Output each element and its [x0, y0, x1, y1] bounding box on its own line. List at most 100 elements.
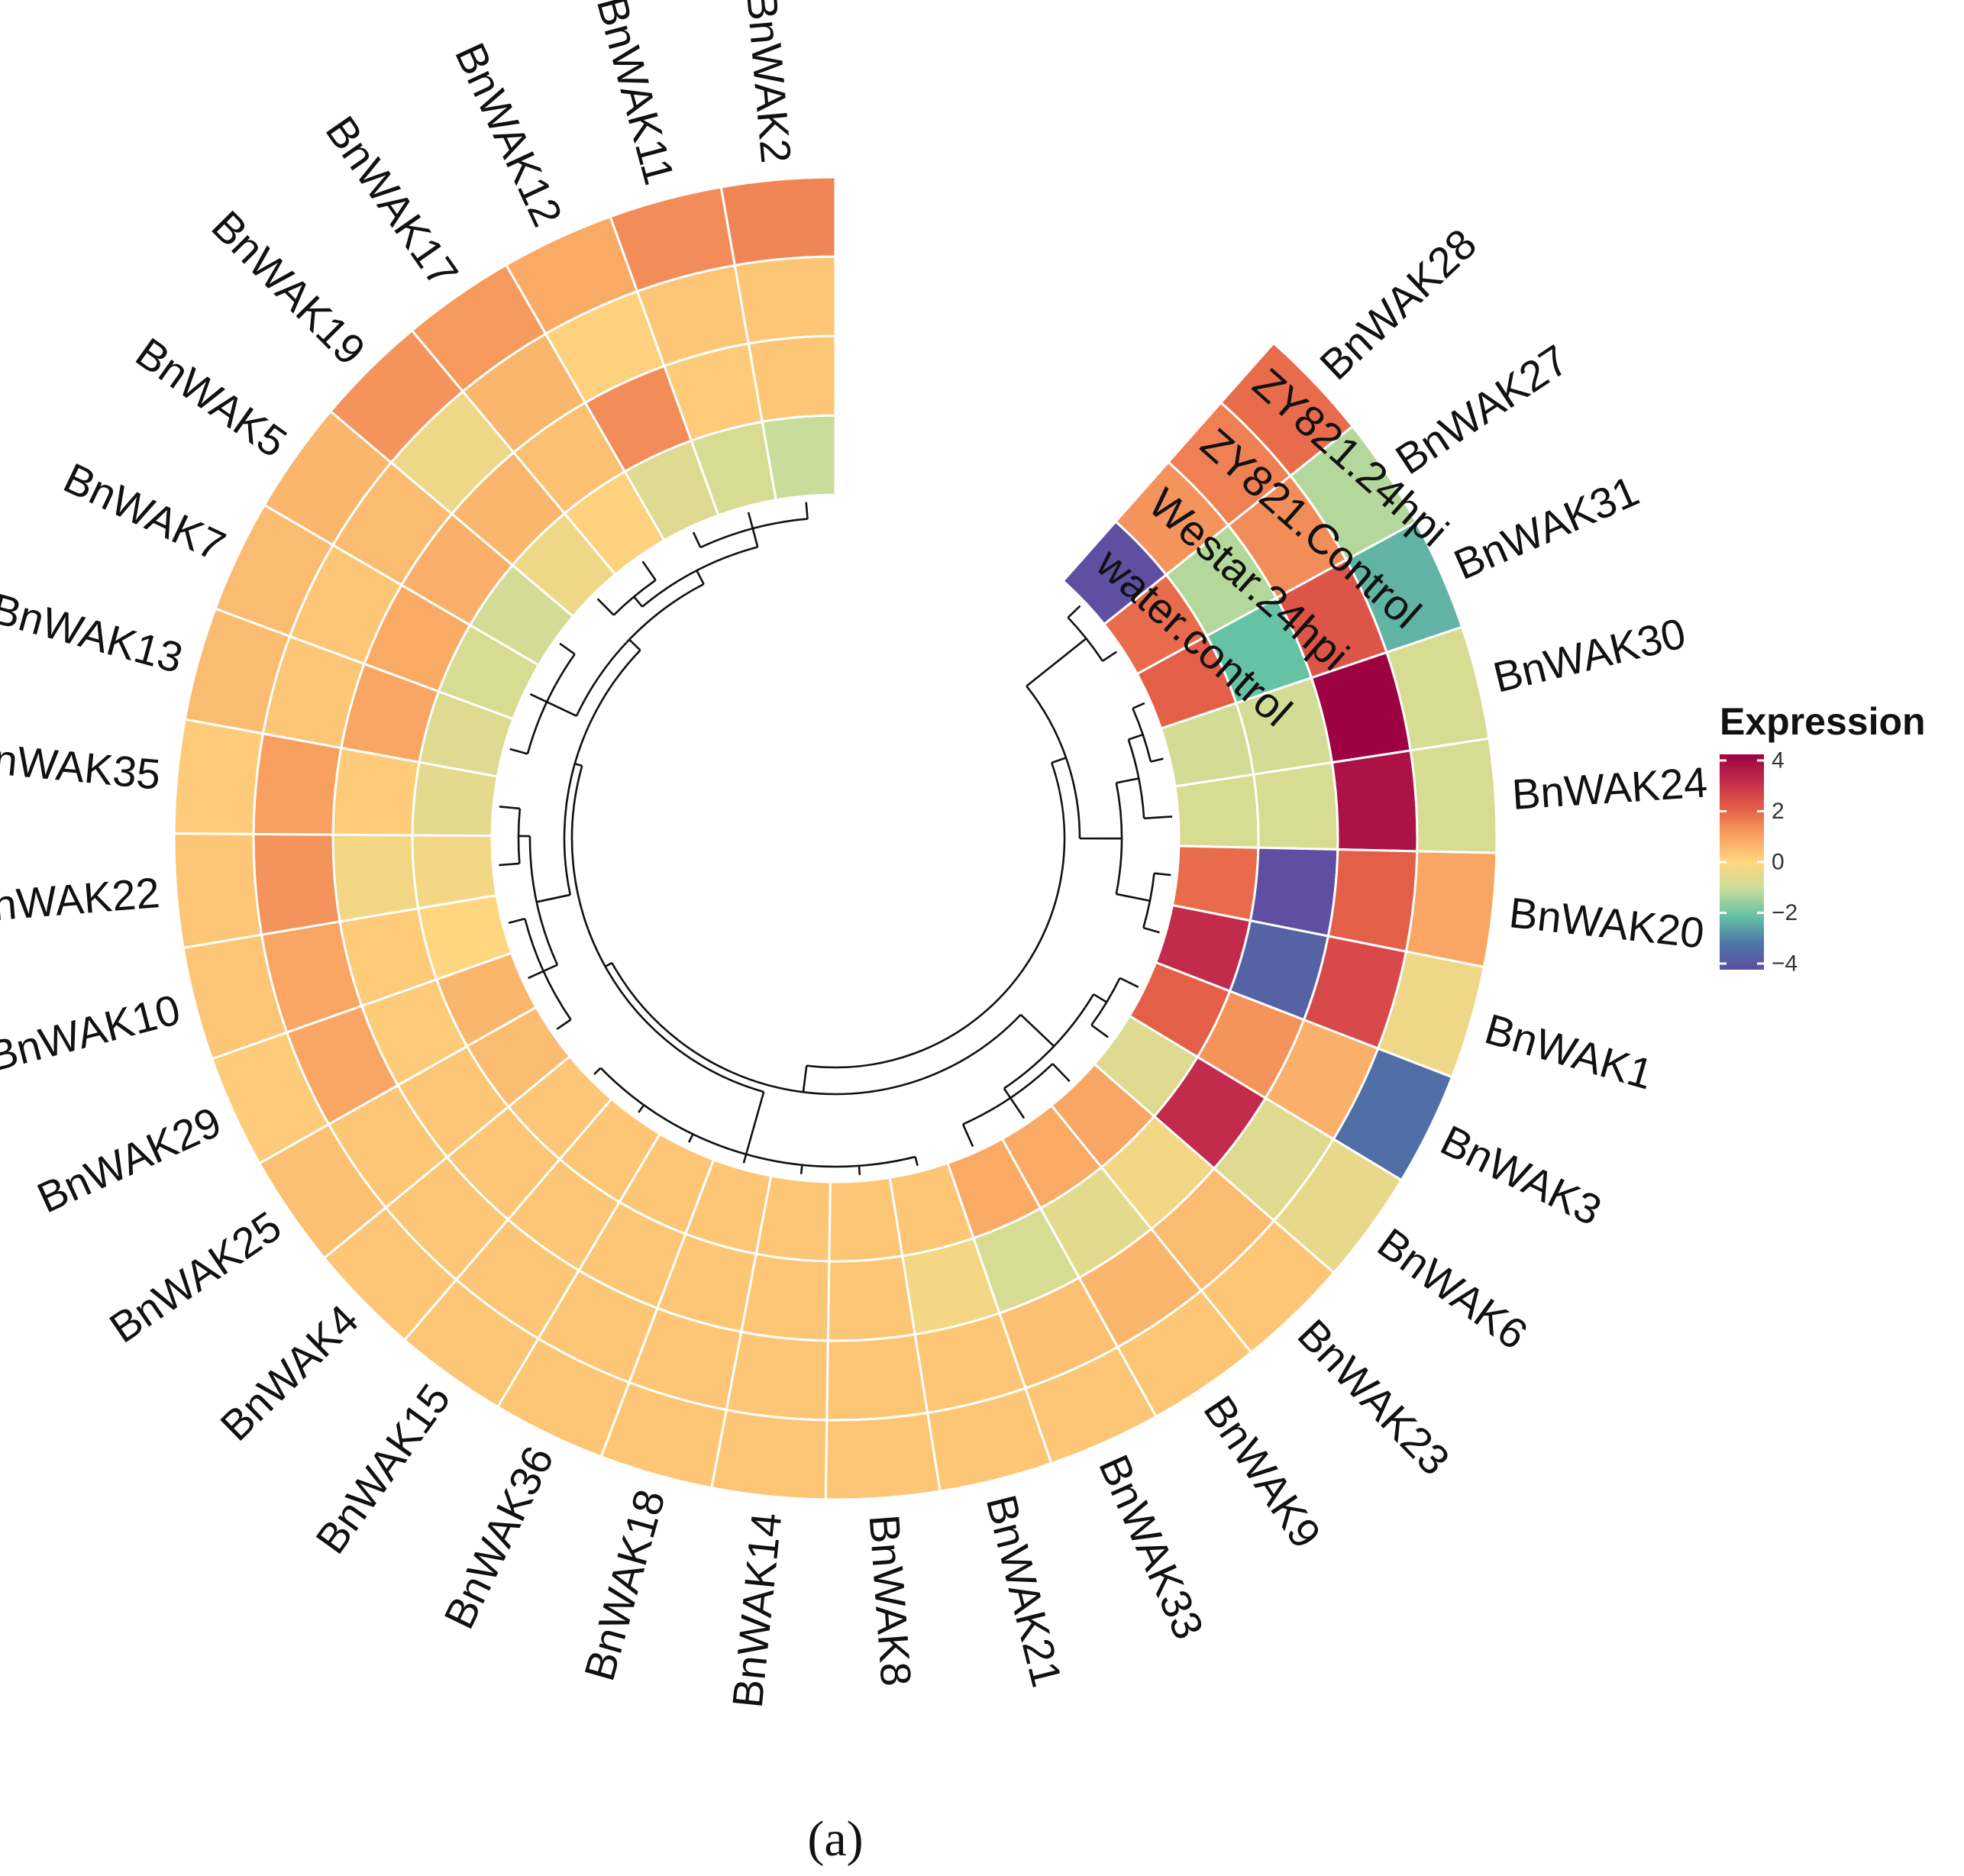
heatmap-cells [173, 176, 1498, 1501]
gene-label-BnWAK5: BnWAK5 [128, 328, 296, 467]
cell-BnWAK2-ZY821.24hpi [719, 176, 837, 267]
gene-label-BnWAK36: BnWAK36 [434, 1438, 563, 1635]
gene-label-BnWAK33: BnWAK33 [1090, 1448, 1213, 1646]
dendrogram-branch [805, 502, 809, 519]
dendrogram-branch [802, 1065, 808, 1093]
dendrogram-branch [1102, 651, 1117, 662]
gene-label-BnWAK6: BnWAK6 [1369, 1219, 1536, 1359]
legend-colorbar [1720, 754, 1764, 970]
gene-label-BnWAK7: BnWAK7 [57, 454, 232, 570]
cell-BnWAK24-Westar.24hpi [1252, 760, 1339, 851]
dendrogram-branch [559, 642, 576, 655]
dendrogram-branch [641, 560, 657, 581]
dendrogram-branch [556, 1019, 572, 1030]
dendrogram-branch [604, 961, 612, 968]
dendrogram-branch [696, 570, 705, 585]
dendrogram-branch [692, 531, 702, 548]
dendrogram-arc [611, 962, 1022, 1096]
dendrogram-branch [687, 1133, 694, 1143]
expression-legend: Expression 4 2 0 −2 −4 [1720, 700, 1926, 977]
gene-label-BnWAK13: BnWAK13 [0, 584, 188, 683]
gene-label-BnWAK18: BnWAK18 [575, 1484, 674, 1686]
gene-label-BnWAK8: BnWAK8 [861, 1513, 921, 1687]
gene-label-BnWAK9: BnWAK9 [1194, 1387, 1330, 1557]
dendrogram-branch [1128, 733, 1144, 741]
gene-label-BnWAK2: BnWAK2 [738, 0, 800, 165]
dendrogram-branch [1150, 757, 1164, 763]
cell-BnWAK35-Westar.24hpi [331, 746, 421, 837]
gene-label-BnWAK22: BnWAK22 [0, 868, 161, 932]
gene-label-BnWAK24: BnWAK24 [1510, 758, 1709, 819]
dendrogram-arc [575, 583, 705, 717]
dendrogram-arc [806, 762, 1066, 1069]
cell-BnWAK14-ZY821.Control [725, 1330, 829, 1422]
dendrogram-branch [638, 1104, 645, 1113]
dendrogram-branch [1009, 1097, 1026, 1119]
legend-tick-label: 2 [1772, 799, 1785, 824]
cell-BnWAK20-ZY821.24hpi [1404, 850, 1498, 969]
dendrogram-branch [528, 970, 544, 980]
cell-BnWAK22-Westar.24hpi [331, 833, 420, 923]
dendrogram-branch [1067, 605, 1081, 618]
dendrogram-branch [1093, 993, 1107, 1003]
gene-label-BnWAK3: BnWAK3 [1433, 1116, 1609, 1235]
dendrogram-branch [574, 763, 583, 767]
gene-label-BnWAK12: BnWAK12 [446, 36, 572, 234]
dendrogram-branch [1142, 926, 1160, 934]
cell-BnWAK24-ZY821.24hpi [1409, 737, 1498, 854]
dendrogram-branch [1116, 777, 1139, 784]
gene-label-BnWAK28: BnWAK28 [1310, 219, 1485, 389]
cell-BnWAK35-ZY821.24hpi [173, 718, 265, 835]
figure-caption: (a) [807, 1811, 863, 1867]
cell-BnWAK24-water.control [1174, 773, 1260, 849]
dendrogram-branch [745, 1091, 765, 1155]
gene-label-BnWAK4: BnWAK4 [211, 1295, 367, 1449]
gene-label-BnWAK21: BnWAK21 [977, 1490, 1071, 1692]
cell-BnWAK35-ZY821.Control [252, 732, 343, 836]
dendrogram-branch [543, 964, 558, 973]
legend-tick-label: 4 [1772, 748, 1785, 773]
dendrogram-branch [799, 1164, 803, 1174]
dendrogram-branch [1116, 893, 1151, 902]
dendrogram-branch [1026, 638, 1087, 687]
legend-tick-label: −4 [1772, 951, 1798, 977]
dendrogram-arc [570, 765, 764, 1093]
gene-label-BnWAK1: BnWAK1 [1480, 1004, 1659, 1098]
legend-title: Expression [1720, 700, 1926, 743]
dendrogram-branch [509, 747, 528, 755]
gene-label-BnWAK23: BnWAK23 [1289, 1310, 1459, 1484]
dendrogram-branch [1051, 1063, 1071, 1083]
legend-tick-label: 0 [1772, 850, 1785, 875]
cell-BnWAK8-ZY821.Control [825, 1332, 929, 1422]
dendrogram-branch [593, 1067, 602, 1075]
dendrogram-branch [1132, 702, 1145, 709]
dendrogram-branch [858, 1165, 861, 1175]
dendrogram-branch [536, 893, 571, 903]
dendrogram-branch [961, 1123, 974, 1148]
gene-label-BnWAK11: BnWAK11 [588, 0, 684, 189]
gene-label-BnWAK14: BnWAK14 [723, 1510, 791, 1710]
dendrogram-branch [914, 1156, 919, 1167]
cell-BnWAK2-ZY821.Control [733, 255, 837, 345]
dendrogram-branch [1019, 1013, 1055, 1048]
dendrogram-branch [1090, 1024, 1109, 1038]
cell-BnWAK22-ZY821.Control [252, 832, 341, 936]
dendrogram-branch [499, 862, 520, 867]
cell-BnWAK24-ZY821.Control [1330, 749, 1419, 853]
cell-BnWAK2-water.control [761, 414, 837, 502]
gene-label-BnWAK15: BnWAK15 [306, 1375, 460, 1562]
gene-label-BnWAK29: BnWAK29 [30, 1097, 228, 1222]
cell-BnWAK2-Westar.24hpi [747, 334, 837, 424]
dendrogram [499, 502, 1173, 1175]
dendrogram-branch [529, 693, 548, 703]
gene-label-BnWAK31: BnWAK31 [1447, 467, 1646, 589]
dendrogram-branch [633, 596, 644, 608]
cell-BnWAK14-ZY821.24hpi [710, 1408, 829, 1501]
gene-label-BnWAK25: BnWAK25 [101, 1202, 289, 1352]
dendrogram-arc [563, 649, 641, 896]
dendrogram-branch [747, 512, 754, 529]
dendrogram-branch [1144, 815, 1173, 820]
gene-label-BnWAK17: BnWAK17 [317, 108, 468, 295]
gene-label-BnWAK20: BnWAK20 [1507, 888, 1707, 957]
